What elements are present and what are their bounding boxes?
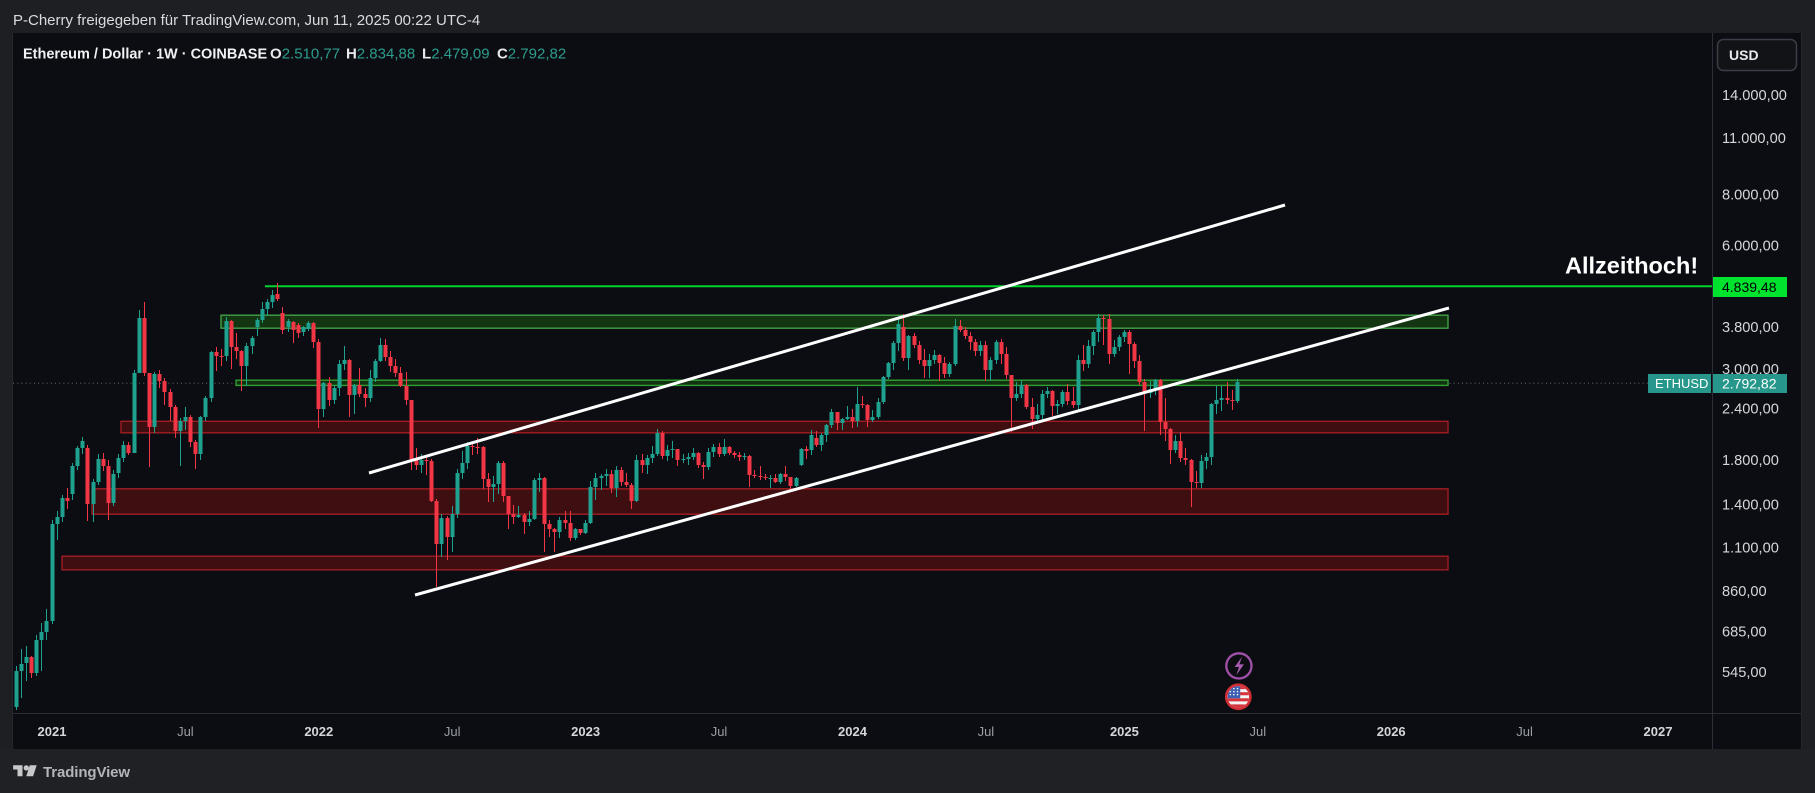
svg-text:2027: 2027 — [1644, 724, 1673, 739]
svg-text:Jul: Jul — [177, 724, 194, 739]
svg-text:1.100,00: 1.100,00 — [1722, 540, 1779, 556]
svg-text:4.839,48: 4.839,48 — [1722, 279, 1777, 295]
svg-text:Jul: Jul — [711, 724, 728, 739]
svg-text:545,00: 545,00 — [1722, 665, 1767, 681]
svg-text:USD: USD — [1729, 47, 1759, 63]
svg-text:2021: 2021 — [38, 724, 67, 739]
svg-text:685,00: 685,00 — [1722, 625, 1767, 641]
svg-text:3.000,00: 3.000,00 — [1722, 362, 1779, 378]
svg-text:2.834,88: 2.834,88 — [357, 46, 415, 63]
svg-text:1.800,00: 1.800,00 — [1722, 453, 1779, 469]
svg-text:Jul: Jul — [444, 724, 461, 739]
svg-text:2.510,77: 2.510,77 — [282, 46, 340, 63]
svg-text:11.000,00: 11.000,00 — [1722, 131, 1786, 147]
svg-text:P-Cherry freigegeben für Tradi: P-Cherry freigegeben für TradingView.com… — [13, 12, 480, 29]
svg-text:2.479,09: 2.479,09 — [431, 46, 489, 63]
svg-text:14.000,00: 14.000,00 — [1722, 88, 1787, 104]
svg-text:Jul: Jul — [1249, 724, 1266, 739]
svg-text:2026: 2026 — [1377, 724, 1406, 739]
svg-text:2.400,00: 2.400,00 — [1722, 402, 1779, 418]
svg-text:2.792,82: 2.792,82 — [508, 46, 566, 63]
svg-text:2023: 2023 — [571, 724, 600, 739]
svg-text:8.000,00: 8.000,00 — [1722, 188, 1779, 204]
svg-text:2024: 2024 — [838, 724, 868, 739]
svg-text:Ethereum / Dollar · 1W · COINB: Ethereum / Dollar · 1W · COINBASE — [23, 47, 267, 63]
svg-text:Jul: Jul — [978, 724, 995, 739]
svg-text:O: O — [270, 46, 282, 63]
svg-text:2022: 2022 — [304, 724, 333, 739]
svg-text:ETHUSD: ETHUSD — [1655, 376, 1708, 391]
svg-text:2.792,82: 2.792,82 — [1722, 376, 1777, 392]
svg-text:1.400,00: 1.400,00 — [1722, 498, 1779, 514]
svg-text:860,00: 860,00 — [1722, 584, 1767, 600]
svg-text:C: C — [497, 46, 508, 63]
svg-text:Jul: Jul — [1516, 724, 1533, 739]
svg-text:Allzeithoch!: Allzeithoch! — [1565, 253, 1698, 279]
svg-text:6.000,00: 6.000,00 — [1722, 239, 1779, 255]
svg-text:2025: 2025 — [1110, 724, 1139, 739]
svg-text:H: H — [346, 46, 357, 63]
svg-text:3.800,00: 3.800,00 — [1722, 320, 1779, 336]
svg-text:TradingView: TradingView — [43, 764, 130, 781]
svg-text:L: L — [422, 46, 431, 63]
